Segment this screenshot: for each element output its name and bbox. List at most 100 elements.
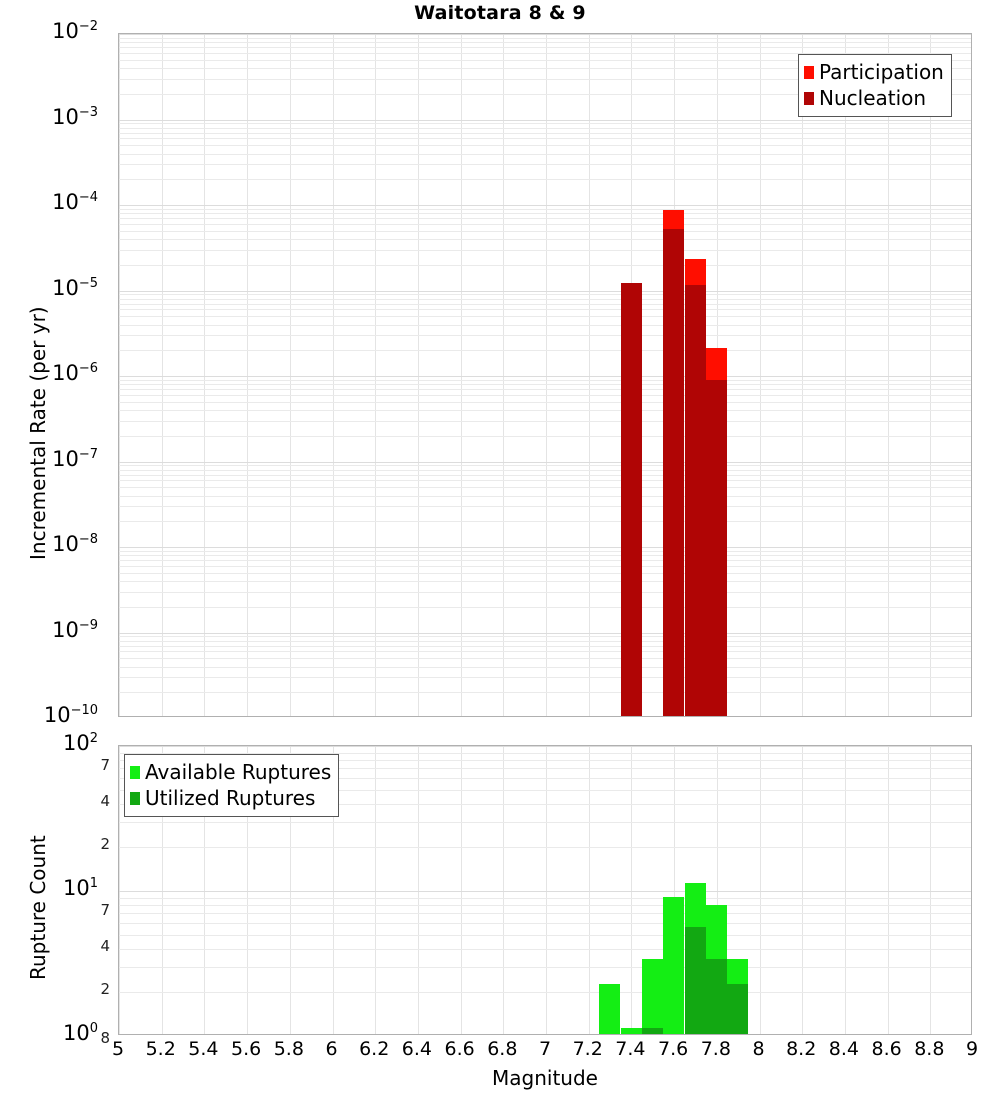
gridline-horizontal: [119, 967, 971, 968]
x-tick-label: 7.6: [657, 1038, 689, 1060]
gridline-horizontal: [119, 38, 971, 39]
y-tick-label-top: 10−2: [52, 19, 98, 43]
gridline-horizontal: [119, 898, 971, 899]
bar-nucleation: [621, 283, 642, 716]
gridline-horizontal: [119, 309, 971, 310]
bars-bottom: [119, 746, 971, 1034]
gridline-horizontal: [119, 335, 971, 336]
gridline-vertical: [290, 34, 291, 716]
x-tick-label: 6.8: [487, 1038, 518, 1060]
legend-item-available-ruptures[interactable]: Available Ruptures: [130, 759, 331, 785]
gridline-vertical: [802, 746, 803, 1034]
legend-item-utilized-ruptures[interactable]: Utilized Ruptures: [130, 785, 331, 811]
gridline-vertical: [589, 34, 590, 716]
gridline-horizontal: [119, 120, 971, 121]
gridline-horizontal: [119, 560, 971, 561]
available-ruptures-swatch-icon: [130, 765, 140, 779]
gridline-vertical: [930, 746, 931, 1034]
gridline-horizontal: [119, 804, 971, 805]
gridline-vertical: [333, 34, 334, 716]
gridline-horizontal: [119, 384, 971, 385]
gridline-horizontal: [119, 746, 971, 747]
grid-bottom: [119, 746, 971, 1034]
gridline-horizontal: [119, 389, 971, 390]
bars-top: [119, 34, 971, 716]
bar-utilized-ruptures: [727, 984, 748, 1034]
gridline-horizontal: [119, 133, 971, 134]
gridline-vertical: [461, 746, 462, 1034]
gridline-vertical: [204, 34, 205, 716]
gridline-horizontal: [119, 935, 971, 936]
gridline-vertical: [418, 746, 419, 1034]
gridline-horizontal: [119, 34, 971, 35]
x-tick-label: 5.8: [273, 1038, 304, 1060]
gridline-horizontal: [119, 913, 971, 914]
y-tick-label-bottom: 102: [62, 731, 98, 755]
bar-nucleation: [706, 380, 727, 716]
gridline-vertical: [247, 746, 248, 1034]
gridline-horizontal: [119, 592, 971, 593]
y-minor-tick-label-bottom: 7: [100, 756, 110, 775]
gridline-horizontal: [119, 641, 971, 642]
gridline-horizontal: [119, 402, 971, 403]
gridline-horizontal: [119, 205, 971, 206]
utilized-ruptures-swatch-icon: [130, 791, 140, 805]
y-minor-tick-label-bottom: 4: [100, 936, 110, 955]
x-tick-label: 7.8: [700, 1038, 731, 1060]
legend-item-participation[interactable]: Participation: [804, 59, 944, 85]
gridline-horizontal: [119, 633, 971, 634]
y-tick-label-top: 10−3: [52, 104, 98, 129]
gridline-horizontal: [119, 462, 971, 463]
gridline-horizontal: [119, 304, 971, 305]
legend-item-nucleation[interactable]: Nucleation: [804, 85, 944, 111]
x-tick-label: 6.4: [401, 1038, 432, 1060]
gridline-vertical: [888, 34, 889, 716]
bar-participation: [663, 210, 684, 716]
participation-swatch-icon: [804, 65, 814, 79]
gridline-vertical: [119, 34, 120, 716]
gridline-vertical: [375, 746, 376, 1034]
gridline-horizontal: [119, 79, 971, 80]
gridline-horizontal: [119, 94, 971, 95]
gridline-vertical: [845, 746, 846, 1034]
y-tick-label-top: 10−10: [43, 703, 98, 727]
gridline-horizontal: [119, 581, 971, 582]
x-axis-ticks: 5 5.2 5.4 5.6 5.8 6 6.2 6.4 6.6 6.8 7 7.2 7.4 7.6 7.8 8…: [0, 1038, 1000, 1062]
gridline-horizontal: [119, 291, 971, 292]
gridline-horizontal: [119, 555, 971, 556]
y-axis-ticks-bottom: 102 101 100 7 4 2 7 4 2 8: [0, 732, 112, 1046]
y-tick-label-top: 10−6: [52, 361, 98, 385]
gridline-vertical: [503, 34, 504, 716]
gridline-horizontal: [119, 607, 971, 608]
gridline-horizontal: [119, 646, 971, 647]
gridline-vertical: [204, 746, 205, 1034]
x-tick-label: 7: [538, 1038, 552, 1060]
gridline-horizontal: [119, 475, 971, 476]
gridline-vertical: [546, 34, 547, 716]
gridline-horizontal: [119, 891, 971, 892]
y-tick-label-top: 10−7: [52, 446, 98, 471]
gridline-horizontal: [119, 496, 971, 497]
gridline-horizontal: [119, 410, 971, 411]
x-tick-label: 5.4: [188, 1038, 219, 1060]
gridline-horizontal: [119, 465, 971, 466]
gridline-horizontal: [119, 753, 971, 754]
x-tick-label: 8.6: [871, 1038, 902, 1060]
gridline-vertical: [717, 746, 718, 1034]
y-minor-tick-label-bottom: 4: [100, 791, 110, 810]
gridline-horizontal: [119, 573, 971, 574]
gridline-horizontal: [119, 154, 971, 155]
gridline-horizontal: [119, 53, 971, 54]
y-minor-tick-label-bottom: 2: [100, 980, 110, 999]
gridline-vertical: [760, 746, 761, 1034]
legend-label-utilized-ruptures: Utilized Ruptures: [145, 786, 316, 810]
gridline-horizontal: [119, 547, 971, 548]
gridline-vertical: [631, 746, 632, 1034]
gridline-horizontal: [119, 480, 971, 481]
x-tick-label: 5.6: [230, 1038, 262, 1060]
gridline-horizontal: [119, 350, 971, 351]
x-tick-label: 6.2: [359, 1038, 390, 1060]
bar-available-ruptures: [663, 897, 684, 1034]
gridline-vertical: [845, 34, 846, 716]
